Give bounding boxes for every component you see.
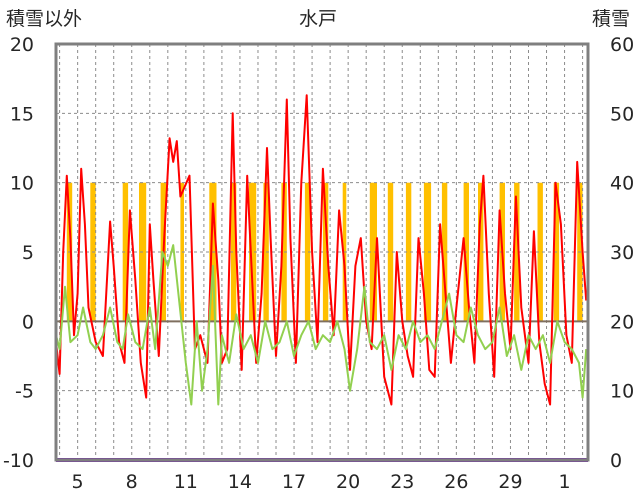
sunshine-bar [230, 182, 237, 322]
sunshine-bar [122, 182, 129, 322]
right-tick-label: 30 [610, 242, 634, 264]
right-tick-label: 0 [610, 450, 622, 472]
x-tick-label: 8 [126, 471, 138, 493]
sunshine-bar [478, 182, 484, 322]
right-tick-label: 40 [610, 173, 634, 195]
left-tick-label: 20 [10, 34, 34, 56]
sunshine-bar [514, 182, 520, 322]
temperature-line [55, 244, 588, 406]
x-tick-label: 1 [559, 471, 571, 493]
series-lines [55, 94, 588, 462]
sunshine-bar [537, 182, 543, 322]
chart-title: 水戸 [299, 8, 337, 30]
x-tick-label: 26 [444, 471, 468, 493]
x-tick-label: 14 [228, 471, 252, 493]
x-tick-label: 5 [72, 471, 84, 493]
right-tick-label: 10 [610, 381, 634, 403]
x-tick-label: 11 [174, 471, 198, 493]
sunshine-bar [304, 182, 311, 322]
x-tick-label: 29 [498, 471, 522, 493]
sunshine-bar [369, 182, 377, 322]
left-tick-label: 15 [10, 103, 34, 125]
right-tick-label: 20 [610, 311, 634, 333]
x-tick-label: 23 [390, 471, 414, 493]
right-axis-label: 積雪 [592, 8, 630, 30]
left-tick-label: 0 [22, 311, 34, 333]
left-tick-label: -10 [3, 450, 34, 472]
left-axis-label: 積雪以外 [6, 8, 82, 30]
dewpoint-line [55, 94, 588, 406]
sunshine-bar [441, 182, 448, 322]
x-tick-label: 20 [336, 471, 360, 493]
sunshine-bar [423, 182, 432, 322]
sunshine-bar [405, 182, 412, 322]
plot-border [54, 42, 590, 462]
sunshine-bar [387, 182, 394, 322]
plot-frame [54, 42, 590, 462]
tick-labels: -10 -5 0 5 10 15 20 0 10 20 30 40 50 60 5 8 11 14 17 20 23 26… [3, 34, 634, 493]
sunshine-bar [322, 182, 329, 322]
right-tick-label: 60 [610, 34, 634, 56]
grid-lines [56, 44, 588, 460]
sunshine-bar [249, 182, 257, 322]
right-tick-label: 50 [610, 103, 634, 125]
left-tick-label: -5 [15, 381, 34, 403]
left-tick-label: 5 [22, 242, 34, 264]
left-tick-label: 10 [10, 173, 34, 195]
x-tick-label: 17 [282, 471, 306, 493]
